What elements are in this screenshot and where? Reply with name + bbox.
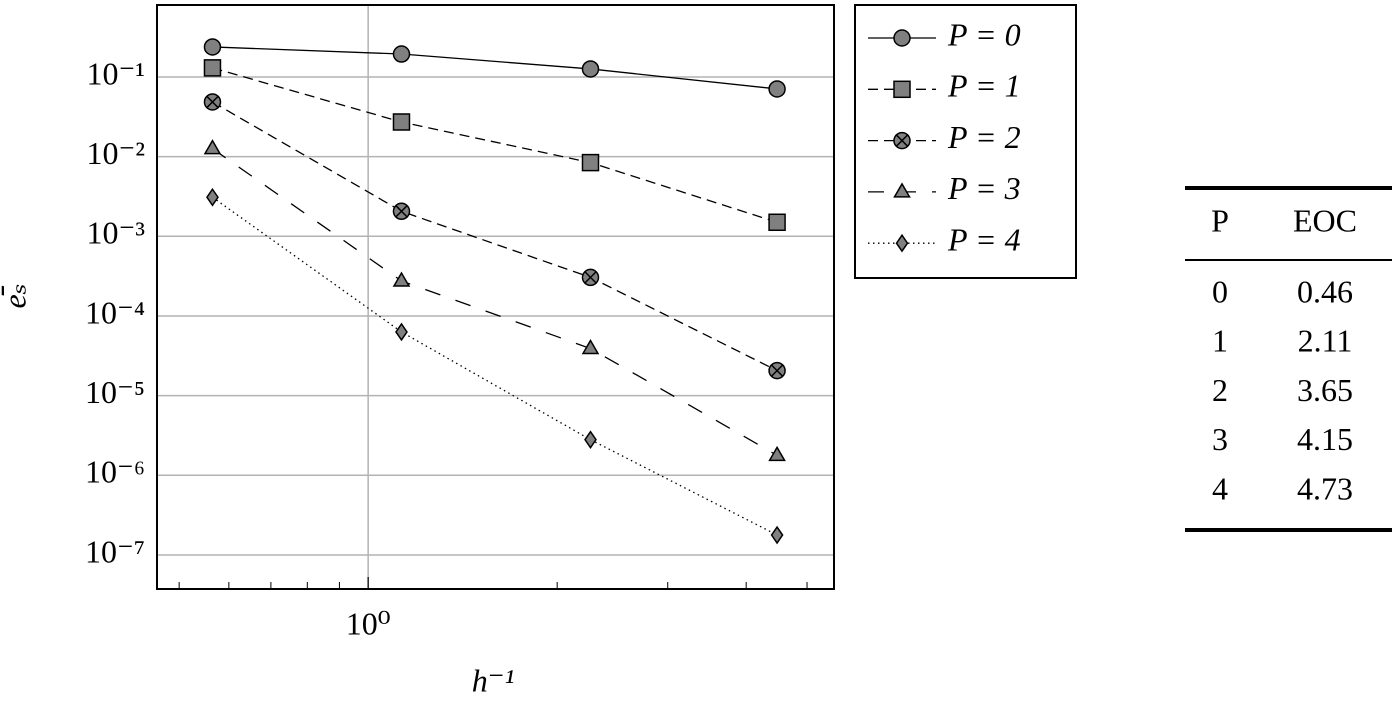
legend-label: P = 4	[947, 222, 1021, 258]
marker	[392, 271, 411, 287]
marker	[392, 113, 411, 131]
table-cell: 3	[1212, 421, 1228, 457]
marker	[203, 38, 222, 56]
y-tick-label: 10⁻¹	[87, 55, 145, 91]
legend-label: P = 3	[947, 170, 1021, 206]
x-tick-label: 10⁰	[346, 605, 391, 641]
legend-label: P = 1	[947, 68, 1021, 104]
marker	[581, 60, 600, 78]
marker	[893, 29, 911, 47]
marker	[203, 139, 222, 155]
marker	[581, 153, 600, 172]
marker	[893, 80, 911, 99]
marker	[395, 322, 408, 342]
marker-cross	[770, 364, 784, 377]
marker	[392, 202, 411, 221]
marker	[203, 59, 222, 77]
y-tick-label: 10⁻⁴	[85, 294, 145, 330]
y-tick-label: 10⁻⁶	[85, 454, 145, 490]
table-header: EOC	[1293, 202, 1357, 238]
marker	[392, 45, 411, 63]
table-cell: 1	[1212, 323, 1228, 359]
table-cell: 4	[1212, 471, 1228, 507]
table-cell: 4.73	[1297, 471, 1353, 507]
marker	[581, 339, 600, 355]
marker	[581, 268, 600, 287]
table-cell: 0.46	[1297, 273, 1353, 309]
legend-box	[854, 4, 1077, 279]
table-cell: 3.65	[1297, 372, 1353, 408]
y-tick-label: 10⁻³	[87, 215, 145, 251]
marker	[768, 80, 786, 98]
series-line	[212, 148, 778, 456]
marker	[895, 233, 909, 253]
marker-cross	[895, 134, 909, 147]
x-axis-label: h⁻¹	[472, 662, 514, 698]
marker-cross	[206, 95, 219, 109]
table-cell: 0	[1212, 273, 1228, 309]
marker	[206, 187, 219, 207]
table-cell: 2.11	[1298, 323, 1353, 359]
y-axis-label: eₛ̄	[0, 284, 32, 309]
y-tick-label: 10⁻⁷	[85, 533, 145, 569]
marker	[893, 182, 911, 198]
plot-frame	[156, 4, 835, 590]
marker	[770, 525, 784, 545]
series-line	[212, 196, 778, 536]
y-tick-label: 10⁻²	[87, 135, 145, 171]
legend-label: P = 0	[947, 16, 1021, 52]
series-line	[212, 67, 778, 223]
marker	[893, 131, 911, 150]
marker	[768, 361, 786, 380]
y-tick-label: 10⁻⁵	[85, 374, 145, 410]
marker-cross	[395, 205, 408, 218]
series-line	[212, 46, 778, 90]
table-cell: 2	[1212, 372, 1228, 408]
marker	[203, 93, 222, 111]
table-header: P	[1211, 202, 1229, 238]
marker	[768, 445, 786, 462]
marker	[584, 430, 597, 449]
table-cell: 4.15	[1297, 421, 1353, 457]
marker-cross	[584, 271, 597, 284]
legend-label: P = 2	[947, 119, 1021, 155]
marker	[768, 213, 786, 232]
